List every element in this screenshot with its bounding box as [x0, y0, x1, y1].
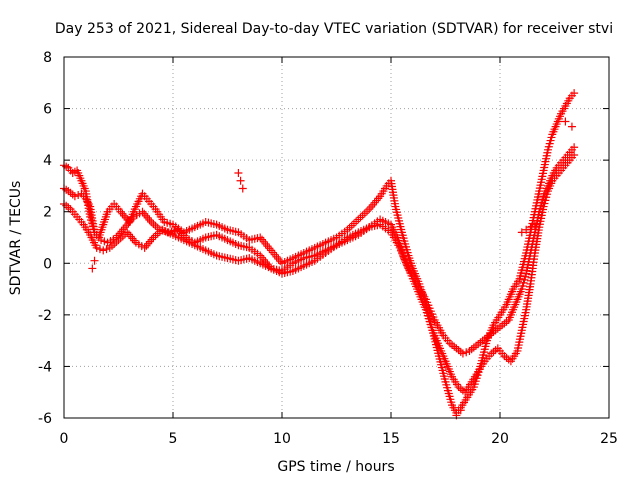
data-point [526, 223, 535, 232]
x-tick-labels: 0 5 10 15 20 25 [60, 431, 618, 447]
data-point [142, 241, 151, 250]
data-point [236, 176, 245, 185]
data-point [121, 213, 130, 222]
data-point [99, 246, 108, 255]
data-point [570, 143, 579, 152]
data-point [456, 406, 465, 415]
data-point [102, 245, 111, 254]
y-axis-label: SDTVAR / TECUs [8, 181, 24, 296]
x-tick-label: 0 [60, 431, 69, 447]
data-point [123, 228, 132, 237]
data-point [121, 223, 130, 232]
data-point [118, 209, 127, 218]
x-axis-label: GPS time / hours [277, 459, 394, 475]
data-point [70, 192, 79, 201]
data-point [458, 349, 467, 358]
x-tick-label: 20 [491, 431, 509, 447]
data-point [97, 236, 106, 245]
y-tick-labels: -6 -4 -2 0 2 4 6 8 [38, 50, 52, 427]
y-tick-label: -4 [38, 359, 52, 375]
data-point [74, 190, 83, 199]
data-point [120, 211, 129, 220]
data-point [126, 232, 135, 241]
data-point [116, 207, 125, 216]
x-tick-label: 15 [382, 431, 400, 447]
data-point [143, 213, 152, 222]
data-points [60, 89, 579, 420]
data-point [517, 228, 526, 237]
data-point [462, 348, 471, 357]
data-point [145, 237, 154, 246]
axis-ticks [63, 56, 610, 419]
data-point [140, 243, 149, 252]
data-point [88, 264, 97, 273]
data-point [92, 243, 101, 252]
x-tick-label: 10 [273, 431, 291, 447]
data-point [234, 169, 243, 178]
y-tick-label: 6 [43, 102, 52, 118]
data-point [124, 230, 133, 239]
data-point [126, 216, 135, 225]
data-point [128, 234, 137, 243]
data-point [567, 122, 576, 131]
data-point [90, 256, 99, 265]
y-tick-label: -6 [38, 411, 52, 427]
y-tick-label: -2 [38, 308, 52, 324]
data-point [144, 239, 153, 248]
x-tick-label: 5 [169, 431, 178, 447]
data-point [128, 214, 137, 223]
data-point [138, 207, 147, 216]
data-point [141, 211, 150, 220]
data-point [570, 89, 579, 98]
data-point [122, 221, 131, 230]
x-tick-label: 25 [600, 431, 618, 447]
plot-frame [63, 56, 610, 419]
data-point [530, 220, 539, 229]
data-point [238, 184, 247, 193]
y-tick-label: 8 [43, 50, 52, 66]
data-point [130, 236, 139, 245]
y-tick-label: 2 [43, 205, 52, 221]
data-point [561, 117, 570, 126]
data-point [147, 235, 156, 244]
data-point [124, 219, 133, 228]
chart-title: Day 253 of 2021, Sidereal Day-to-day VTE… [55, 21, 613, 37]
data-point [145, 215, 154, 224]
y-tick-label: 0 [43, 256, 52, 272]
data-point [522, 225, 531, 234]
data-point [140, 209, 149, 218]
y-tick-label: 4 [43, 153, 52, 169]
